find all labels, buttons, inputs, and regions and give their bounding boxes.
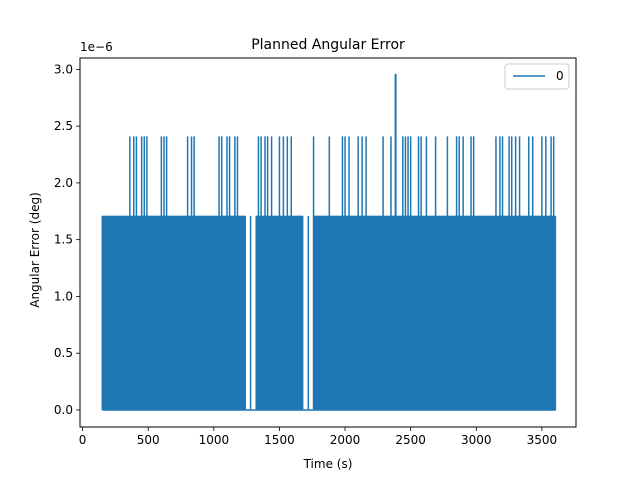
y-axis-label: Angular Error (deg) (28, 192, 42, 308)
x-tick-label: 500 (137, 433, 160, 447)
x-axis-ticks: 0 500 1000 1500 2000 2500 3000 3500 (79, 427, 557, 447)
y-tick-label: 3.0 (54, 62, 73, 76)
x-tick-label: 3000 (461, 433, 492, 447)
y-tick-label: 0.5 (54, 346, 73, 360)
x-tick-label: 1500 (264, 433, 295, 447)
y-tick-label: 1.0 (54, 289, 73, 303)
y-tick-label: 1.5 (54, 233, 73, 247)
x-tick-label: 1000 (199, 433, 230, 447)
y-tick-label: 2.5 (54, 119, 73, 133)
chart-title: Planned Angular Error (251, 37, 405, 53)
x-tick-label: 2000 (330, 433, 361, 447)
y-tick-label: 2.0 (54, 176, 73, 190)
legend-label: 0 (556, 69, 564, 83)
y-offset-text: 1e−6 (80, 40, 113, 54)
y-axis-ticks: 0.0 0.5 1.0 1.5 2.0 2.5 3.0 (54, 62, 80, 417)
x-axis-label: Time (s) (303, 457, 353, 471)
x-tick-label: 0 (79, 433, 87, 447)
y-tick-label: 0.0 (54, 403, 73, 417)
x-tick-label: 3500 (527, 433, 558, 447)
plot-area (101, 73, 557, 411)
legend: 0 (504, 63, 570, 90)
axes-frame (79, 57, 577, 428)
x-tick-label: 2500 (395, 433, 426, 447)
series-0 (101, 73, 557, 411)
